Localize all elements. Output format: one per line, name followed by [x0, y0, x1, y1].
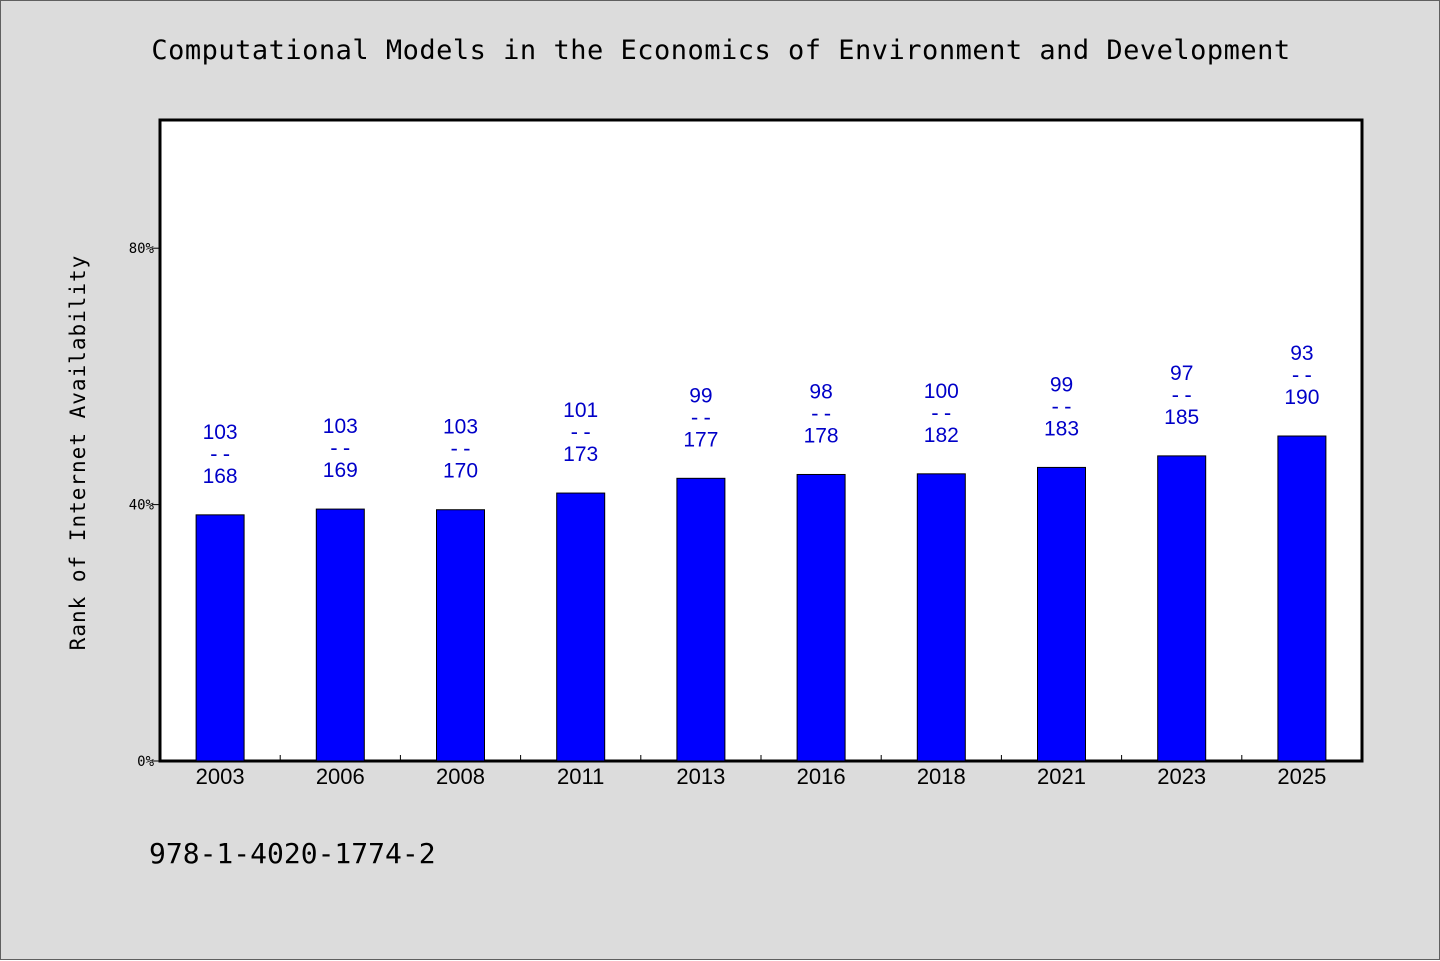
- data-label-bottom: 173: [563, 443, 598, 466]
- data-label-separator: --: [929, 401, 954, 425]
- bar: [556, 492, 606, 762]
- data-label-top: 97: [1170, 362, 1193, 385]
- bar: [1037, 466, 1086, 762]
- data-label-top: 100: [924, 380, 959, 403]
- x-tick-label: 2008: [436, 764, 485, 789]
- data-label-top: 103: [323, 415, 358, 438]
- y-tick-label: 0%: [137, 754, 154, 770]
- data-label-bottom: 182: [924, 424, 959, 447]
- bar: [916, 473, 966, 762]
- x-tick-label: 2023: [1157, 764, 1206, 789]
- x-tick-label: 2006: [316, 764, 365, 789]
- data-label-separator: --: [1289, 363, 1314, 387]
- data-label-bottom: 185: [1164, 406, 1199, 429]
- data-label-separator: --: [1049, 394, 1074, 418]
- x-tick-label: 2003: [196, 764, 245, 789]
- y-axis-title: Rank of Internet Availability: [66, 255, 90, 651]
- data-label-separator: --: [448, 437, 473, 461]
- data-label-top: 93: [1290, 342, 1313, 365]
- data-label-top: 98: [809, 380, 832, 403]
- bar: [676, 477, 726, 762]
- bar: [796, 473, 846, 762]
- x-tick-label: 2016: [797, 764, 846, 789]
- x-tick-label: 2011: [557, 764, 604, 789]
- data-label-top: 99: [689, 384, 712, 407]
- data-label-bottom: 183: [1044, 417, 1079, 440]
- data-label-separator: --: [808, 401, 833, 425]
- bar: [315, 508, 365, 762]
- chart-title: Computational Models in the Economics of…: [151, 35, 1291, 66]
- x-tick-label: 2013: [676, 764, 725, 789]
- data-label-bottom: 169: [323, 459, 358, 482]
- bar: [195, 514, 245, 762]
- x-tick-label: 2018: [917, 764, 966, 789]
- x-tick-label: 2021: [1037, 764, 1086, 789]
- data-label-separator: --: [568, 420, 593, 444]
- data-label-separator: --: [328, 436, 353, 460]
- bar: [436, 509, 485, 762]
- data-label-separator: --: [688, 405, 713, 429]
- data-label-top: 101: [563, 399, 598, 422]
- data-label-separator: --: [1169, 383, 1194, 407]
- data-label-bottom: 190: [1284, 386, 1319, 409]
- x-tick-label: 2025: [1277, 764, 1326, 789]
- data-label-bottom: 168: [203, 465, 238, 488]
- bar: [1277, 435, 1327, 762]
- data-label-bottom: 170: [443, 460, 478, 483]
- y-tick-label: 80%: [129, 241, 155, 257]
- data-label-separator: --: [207, 442, 232, 466]
- data-label-bottom: 178: [804, 424, 839, 447]
- data-label-top: 103: [203, 421, 238, 444]
- data-label-top: 103: [443, 416, 478, 439]
- y-tick-label: 40%: [129, 498, 155, 514]
- data-label-top: 99: [1050, 373, 1073, 396]
- footer-isbn: 978-1-4020-1774-2: [149, 837, 436, 870]
- bar: [1157, 455, 1207, 762]
- data-label-bottom: 177: [683, 428, 718, 451]
